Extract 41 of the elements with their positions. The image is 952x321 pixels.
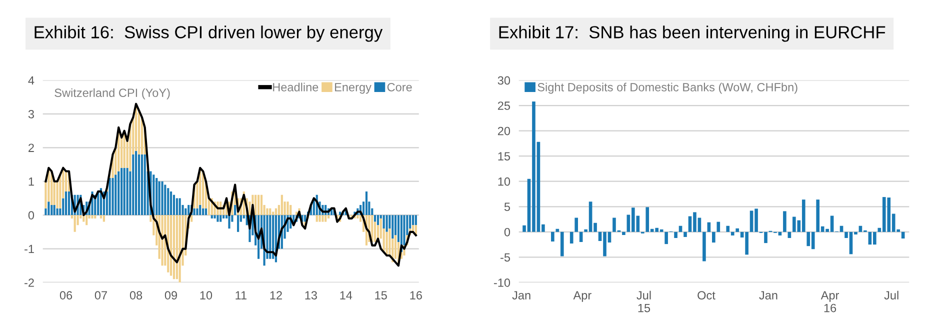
x-tick-label: 12 bbox=[270, 291, 282, 300]
x-tick-label: Apr 16 bbox=[820, 291, 840, 312]
y-tick-label: 20 bbox=[498, 126, 510, 136]
y-tick-label: 3 bbox=[28, 110, 34, 118]
x-tick-label: Jan bbox=[759, 291, 778, 300]
x-tick-label: 14 bbox=[340, 291, 352, 300]
x-tick-label: 10 bbox=[200, 291, 212, 300]
x-tick-label: 09 bbox=[164, 291, 178, 300]
x-tick-label: 13 bbox=[305, 291, 317, 300]
y-tick-label: 15 bbox=[498, 152, 510, 160]
y-tick-label: 0 bbox=[504, 228, 510, 236]
x-tick-label: Apr bbox=[573, 291, 592, 302]
y-tick-label: -2 bbox=[24, 278, 34, 287]
x-tick-label: Jul 15 bbox=[636, 290, 651, 312]
text: Switzerland CPI (YoY) bbox=[54, 88, 170, 100]
y-tick-label: 30 bbox=[498, 76, 510, 85]
chart-title: Exhibit 17: SNB has been intervening in EURCHF bbox=[499, 26, 886, 42]
legend-label: Sight Deposits of Domestic Banks (WoW, CHFbn) bbox=[538, 82, 798, 94]
x-tick-label: Jan bbox=[512, 291, 530, 300]
y-tick-label: 4 bbox=[28, 76, 34, 85]
legend-label: Headline bbox=[273, 82, 318, 92]
y-tick-label: 10 bbox=[498, 177, 510, 186]
y-tick-label: 25 bbox=[498, 102, 510, 110]
legend-label: Core bbox=[387, 83, 412, 92]
x-tick-label: Jul bbox=[884, 290, 898, 300]
y-tick-label: 1 bbox=[28, 178, 34, 186]
x-tick-label: 15 bbox=[375, 291, 387, 300]
y-tick-label: -1 bbox=[24, 244, 34, 254]
y-tick-label: 5 bbox=[504, 202, 510, 212]
y-tick-label: -5 bbox=[500, 253, 510, 262]
x-tick-label: 16 bbox=[410, 291, 422, 300]
x-tick-label: 06 bbox=[60, 291, 72, 300]
x-tick-label: 07 bbox=[94, 291, 107, 300]
x-tick-label: Oct bbox=[698, 291, 716, 300]
y-tick-label: 2 bbox=[28, 144, 34, 152]
x-tick-label: 11 bbox=[236, 291, 246, 300]
x-tick-label: 08 bbox=[130, 291, 142, 300]
chart-title: Exhibit 16: Swiss CPI driven lower by energy bbox=[34, 26, 383, 42]
y-tick-label: -10 bbox=[494, 278, 510, 287]
y-tick-label: 0 bbox=[28, 211, 34, 220]
legend-label: Energy bbox=[335, 83, 372, 94]
